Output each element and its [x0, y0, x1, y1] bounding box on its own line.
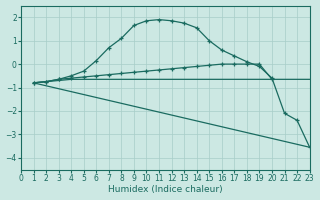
- X-axis label: Humidex (Indice chaleur): Humidex (Indice chaleur): [108, 185, 223, 194]
